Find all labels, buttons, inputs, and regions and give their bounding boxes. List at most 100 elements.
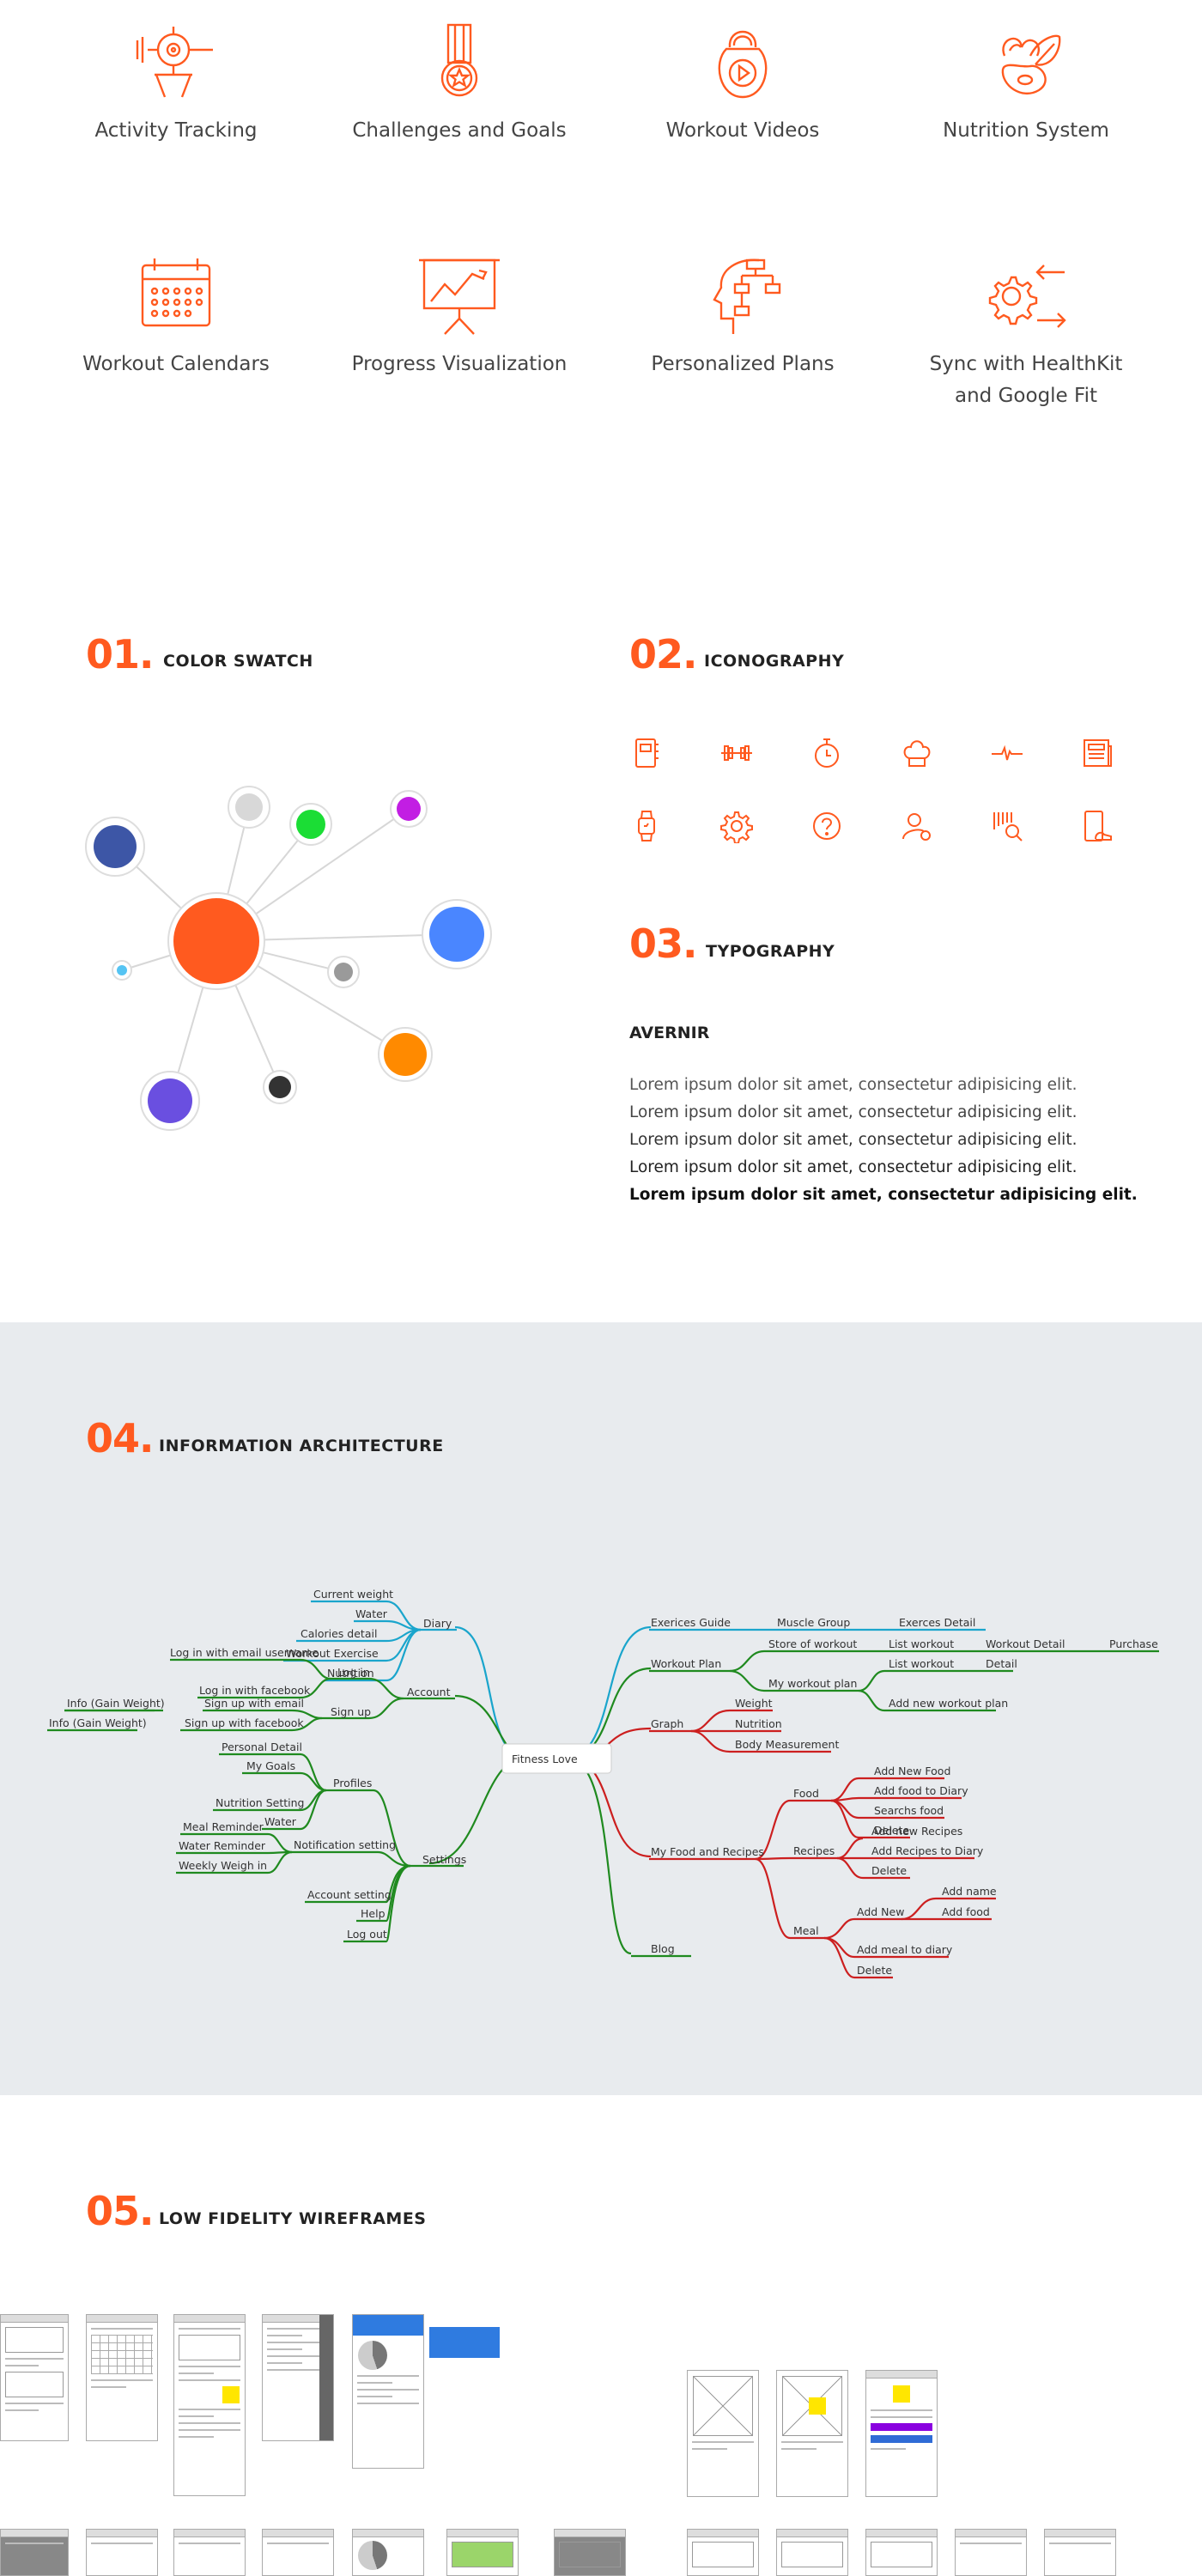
mind-map: Fitness Love Diary Current weight Water …: [47, 1588, 1159, 1979]
mm-nutrition-graph: Nutrition: [735, 1717, 782, 1730]
mm-add-new-recipes: Add new Recipes: [871, 1825, 962, 1838]
feature-activity-tracking: Activity Tracking: [34, 21, 318, 147]
mm-nutrition: Nutrition: [327, 1667, 374, 1680]
wireframe-screen[interactable]: [352, 2529, 424, 2576]
mm-my-workout-plan: My workout plan: [768, 1677, 857, 1690]
feature-label: Personalized Plans: [651, 353, 835, 375]
mm-log-out: Log out: [347, 1928, 387, 1941]
mm-sign-up: Sign up: [331, 1705, 371, 1718]
wireframe-screen[interactable]: [687, 2370, 759, 2497]
feature-label: Challenges and Goals: [352, 119, 567, 142]
mm-list-workout-2: List workout: [889, 1657, 954, 1670]
mm-settings: Settings: [422, 1853, 466, 1866]
section-number: 01.: [86, 631, 154, 677]
sync-gear-icon: [988, 264, 1066, 328]
feature-personalized-plans: Personalized Plans: [601, 255, 884, 380]
section-title: LOW FIDELITY WIREFRAMES: [159, 2209, 427, 2228]
chef-hat-icon: [903, 740, 931, 767]
mm-current-weight: Current weight: [313, 1588, 393, 1601]
calendar-icon: [141, 258, 211, 327]
mm-workout-plan: Workout Plan: [651, 1657, 721, 1670]
wireframe-screen[interactable]: [173, 2314, 246, 2496]
mm-exercises-detail: Exerces Detail: [899, 1616, 975, 1629]
newspaper-icon: [1084, 739, 1112, 767]
mm-muscle-group: Muscle Group: [777, 1616, 850, 1629]
wireframe-screen[interactable]: [554, 2529, 626, 2576]
wireframe-screen[interactable]: [262, 2529, 334, 2576]
swatch-blue: [422, 899, 492, 969]
mm-add-new-meal: Add New: [857, 1905, 904, 1918]
feature-label: Workout Calendars: [82, 353, 270, 375]
head-plan-icon: [713, 258, 781, 334]
barcode-search-icon: [993, 812, 1023, 841]
help-icon: [813, 812, 841, 840]
feature-label: Activity Tracking: [94, 119, 258, 142]
swatch-gray: [327, 956, 360, 988]
mm-meal: Meal: [793, 1924, 819, 1937]
wireframe-screen[interactable]: [865, 2370, 938, 2497]
mm-add-name: Add name: [942, 1885, 997, 1898]
mm-add-new-workout-plan: Add new workout plan: [889, 1697, 1008, 1710]
mm-store-of-workout: Store of workout: [768, 1637, 857, 1650]
section-number: 03.: [629, 920, 697, 967]
kettlebell-video-icon: [718, 30, 768, 99]
wireframe-screen[interactable]: [776, 2529, 848, 2576]
color-swatch-diagram: [85, 786, 492, 1131]
mm-add-new-food: Add New Food: [874, 1765, 950, 1777]
mm-purchase: Purchase: [1109, 1637, 1158, 1650]
mind-map-root-label: Fitness Love: [512, 1753, 578, 1765]
mm-water: Water: [355, 1607, 388, 1620]
mm-info-gain-weight-2: Info (Gain Weight): [49, 1716, 147, 1729]
smartwatch-icon: [638, 811, 655, 841]
mm-info-gain-weight-1: Info (Gain Weight): [67, 1697, 165, 1710]
mm-search-food: Searchs food: [874, 1804, 944, 1817]
wireframe-screen[interactable]: [86, 2529, 158, 2576]
dumbbell-icon: [721, 745, 752, 761]
wireframe-screen[interactable]: [687, 2529, 759, 2576]
wireframe-screen[interactable]: [352, 2314, 424, 2469]
wireframe-screen[interactable]: [865, 2529, 938, 2576]
swatch-black: [263, 1070, 297, 1104]
feature-label: Progress Visualization: [351, 353, 568, 375]
mm-my-goals: My Goals: [246, 1759, 295, 1772]
mm-recipes: Recipes: [793, 1844, 835, 1857]
activity-tracking-icon: [136, 27, 213, 98]
mm-delete-meal: Delete: [857, 1964, 892, 1977]
swatch-sky: [112, 960, 132, 981]
swatch-green: [289, 803, 332, 846]
section-number: 05.: [86, 2188, 154, 2234]
wireframe-screen[interactable]: [446, 2529, 519, 2576]
mm-blog: Blog: [651, 1942, 675, 1955]
heartbeat-icon: [992, 744, 1023, 761]
wireframe-screen[interactable]: [0, 2529, 69, 2576]
swatch-orange: [378, 1027, 433, 1082]
feature-workout-videos: Workout Videos: [601, 21, 884, 147]
mm-log-in: Log in: [337, 1666, 370, 1679]
mm-account: Account: [407, 1686, 451, 1698]
mm-workout-detail: Workout Detail: [986, 1637, 1065, 1650]
mm-log-in-facebook: Log in with facebook: [199, 1684, 311, 1697]
presentation-chart-icon: [419, 258, 500, 335]
mm-workout-exercise: Workout Exercise: [286, 1647, 379, 1660]
feature-label: Sync with HealthKit and Google Fit: [884, 349, 1168, 412]
mm-log-in-email: Log in with email username: [170, 1646, 319, 1659]
section-number: 04.: [86, 1415, 154, 1461]
wireframe-screen[interactable]: [1044, 2529, 1116, 2576]
typography-sample-bold: Lorem ipsum dolor sit amet, consectetur …: [629, 1186, 1138, 1204]
mm-personal-detail: Personal Detail: [222, 1741, 302, 1753]
mm-diary: Diary: [423, 1617, 452, 1630]
wireframe-screen[interactable]: [955, 2529, 1027, 2576]
mm-water-setting: Water: [264, 1815, 297, 1828]
mm-my-food-recipes: My Food and Recipes: [651, 1845, 764, 1858]
mm-exercises-guide: Exerices Guide: [651, 1616, 731, 1629]
wireframe-screen[interactable]: [86, 2314, 158, 2441]
wireframe-screen[interactable]: [776, 2370, 848, 2497]
wireframe-screen[interactable]: [0, 2314, 69, 2441]
mind-map-root[interactable]: Fitness Love: [501, 1743, 612, 1774]
mm-add-recipes-to-diary: Add Recipes to Diary: [871, 1844, 984, 1857]
wireframe-screen[interactable]: [262, 2314, 334, 2441]
wireframe-screen[interactable]: [173, 2529, 246, 2576]
mm-account-setting: Account setting: [307, 1888, 392, 1901]
mm-sign-up-email: Sign up with email: [204, 1697, 304, 1710]
wireframe-screen[interactable]: [429, 2327, 500, 2358]
